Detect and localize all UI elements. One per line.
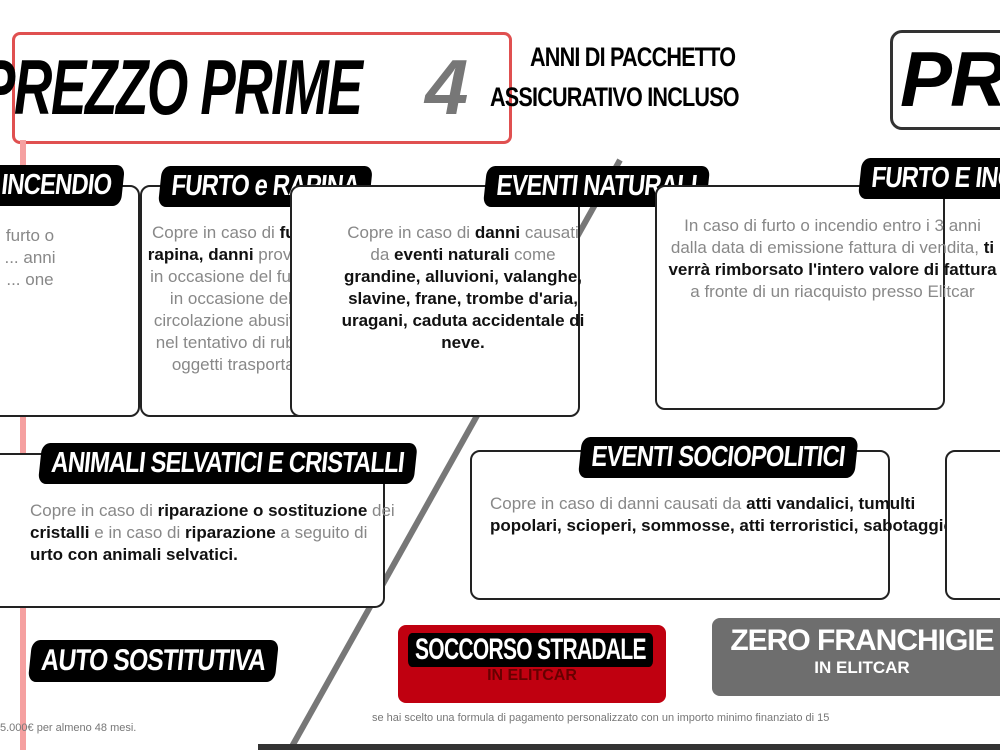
badge-franchigie-title: ZERO FRANCHIGIE xyxy=(730,624,994,657)
card-partial-right xyxy=(945,450,1000,600)
card-incendio-title: INCENDIO xyxy=(0,165,125,206)
card-furto-incendio xyxy=(655,185,945,410)
badge-auto-sostitutiva: AUTO SOSTITUTIVA xyxy=(27,640,279,682)
card-eventi-naturali-body: Copre in caso di danni causati da eventi… xyxy=(341,223,585,352)
card-furto-incendio-body: In caso di furto o incendio entro i 3 an… xyxy=(668,216,997,301)
card-furto-incendio-title: FURTO E INCENDIO xyxy=(857,158,1000,199)
years-number: 4 xyxy=(425,43,468,131)
page-title: PREZZO PRIME xyxy=(0,43,363,131)
footnote-left: 5.000€ per almeno 48 mesi. xyxy=(0,722,137,734)
badge-franchigie-sub: IN ELITCAR xyxy=(814,658,910,677)
subtitle-line2: ASSICURATIVO INCLUSO xyxy=(490,82,740,112)
red-vertical-line xyxy=(20,140,26,750)
subtitle-line1: ANNI DI PACCHETTO xyxy=(530,42,736,72)
card-eventi-sociopolitici-title: EVENTI SOCIOPOLITICI xyxy=(577,437,859,478)
title-frame xyxy=(12,32,512,144)
card-eventi-naturali xyxy=(290,185,580,417)
card-incendio-body: furto o ... anni ... one xyxy=(4,226,56,289)
right-title-frame xyxy=(890,30,1000,130)
bottom-bar xyxy=(258,744,1000,750)
card-incendio xyxy=(0,185,140,417)
badge-soccorso-stradale: SOCCORSO STRADALE IN ELITCAR xyxy=(398,625,666,703)
badge-zero-franchigie: ZERO FRANCHIGIE IN ELITCAR xyxy=(712,618,1000,696)
badge-soccorso-title: SOCCORSO STRADALE xyxy=(408,633,653,667)
badge-soccorso-sub: IN ELITCAR xyxy=(487,667,577,684)
card-animali-cristalli-title: ANIMALI SELVATICI E CRISTALLI xyxy=(37,443,418,484)
footnote-right: se hai scelto una formula di pagamento p… xyxy=(372,712,830,724)
card-eventi-sociopolitici-body: Copre in caso di danni causati da atti v… xyxy=(490,494,959,535)
card-animali-cristalli-body: Copre in caso di riparazione o sostituzi… xyxy=(30,501,395,564)
right-title: PR xyxy=(900,35,1000,123)
